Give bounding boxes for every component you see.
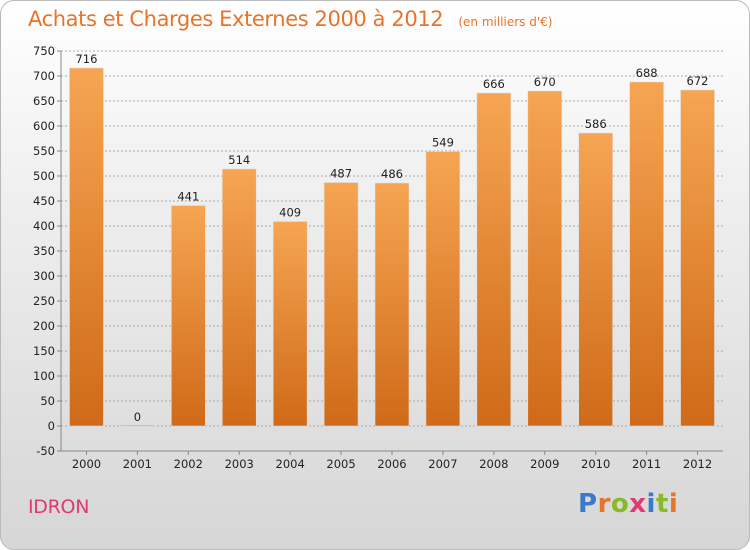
y-tick-label: 150 <box>33 344 55 358</box>
value-label-2000: 716 <box>75 52 97 66</box>
value-label-2001: 0 <box>134 410 141 424</box>
y-tick-label: 300 <box>33 269 55 283</box>
chart-title-main: Achats et Charges Externes 2000 à 2012 <box>28 7 444 31</box>
y-tick-label: 400 <box>33 219 55 233</box>
y-tick-label: 200 <box>33 319 55 333</box>
x-tick-label-2009: 2009 <box>530 457 559 471</box>
y-tick-label: 550 <box>33 144 55 158</box>
value-label-2003: 514 <box>228 153 250 167</box>
value-label-2008: 666 <box>483 77 505 91</box>
bar-2000 <box>69 67 104 427</box>
bar-2009 <box>527 90 563 427</box>
x-tick-label-2012: 2012 <box>683 457 712 471</box>
bar-2005 <box>323 182 359 427</box>
brand-letter: x <box>629 489 647 519</box>
bar-2008 <box>476 92 512 427</box>
x-tick-label-2003: 2003 <box>225 457 254 471</box>
bar-2004 <box>272 221 308 427</box>
bar-2002 <box>171 205 206 427</box>
brand-letter: r <box>597 489 611 519</box>
bar-2011 <box>629 81 664 427</box>
x-tick-label-2000: 2000 <box>72 457 101 471</box>
bar-2001 <box>120 424 155 427</box>
y-tick-label: 650 <box>33 94 55 108</box>
value-label-2005: 487 <box>330 167 352 181</box>
value-label-2006: 486 <box>381 167 403 181</box>
value-label-2007: 549 <box>432 136 454 150</box>
bar-2007 <box>425 151 461 427</box>
x-tick-label-2011: 2011 <box>632 457 661 471</box>
y-tick-label: 100 <box>33 369 55 383</box>
value-label-2010: 586 <box>585 117 607 131</box>
y-tick-label: 0 <box>48 419 55 433</box>
x-axis-ticks: 2000 2001 2002 2003 2004 2005 2006 2007 2008 2009… <box>72 451 712 471</box>
y-tick-label: 250 <box>33 294 55 308</box>
y-axis-ticks: -50 0 50 100 150 200 250 300 350 400 450 500 550 600 6… <box>33 44 61 458</box>
brand-letter: i <box>668 489 679 519</box>
bar-2012 <box>680 89 715 427</box>
value-label-2011: 688 <box>636 66 658 80</box>
y-tick-label: 700 <box>33 69 55 83</box>
x-tick-label-2008: 2008 <box>479 457 508 471</box>
bar-2006 <box>374 182 410 427</box>
x-tick-label-2006: 2006 <box>377 457 406 471</box>
brand-letter: t <box>655 489 669 519</box>
value-label-2012: 672 <box>687 74 709 88</box>
y-tick-label: 600 <box>33 119 55 133</box>
commune-name: IDRON <box>28 496 90 518</box>
x-tick-label-2004: 2004 <box>276 457 305 471</box>
chart-title-unit: (en milliers d'€) <box>458 15 553 29</box>
value-label-2002: 441 <box>177 190 199 204</box>
bar-2003 <box>221 168 257 427</box>
y-tick-label: 50 <box>40 394 55 408</box>
y-tick-label: 500 <box>33 169 55 183</box>
x-tick-label-2002: 2002 <box>174 457 203 471</box>
x-tick-label-2010: 2010 <box>581 457 610 471</box>
brand-letter: P <box>578 489 598 519</box>
x-tick-label-2007: 2007 <box>428 457 457 471</box>
value-label-2009: 670 <box>534 75 556 89</box>
y-tick-label: -50 <box>36 444 55 458</box>
y-tick-label: 750 <box>33 44 55 58</box>
y-tick-label: 450 <box>33 194 55 208</box>
chart-title: Achats et Charges Externes 2000 à 2012 (… <box>28 7 552 31</box>
y-tick-label: 350 <box>33 244 55 258</box>
x-tick-label-2001: 2001 <box>123 457 152 471</box>
proxiti-logo: Proxiti <box>578 489 678 519</box>
bar-2010 <box>578 132 613 427</box>
value-labels: 716 0 441 514 409 487 486 549 666 670 586 688 672 <box>75 52 708 424</box>
bars <box>69 67 715 427</box>
x-tick-label-2005: 2005 <box>326 457 355 471</box>
value-label-2004: 409 <box>279 206 301 220</box>
brand-letter: o <box>610 489 630 519</box>
brand-letter: i <box>646 489 656 519</box>
